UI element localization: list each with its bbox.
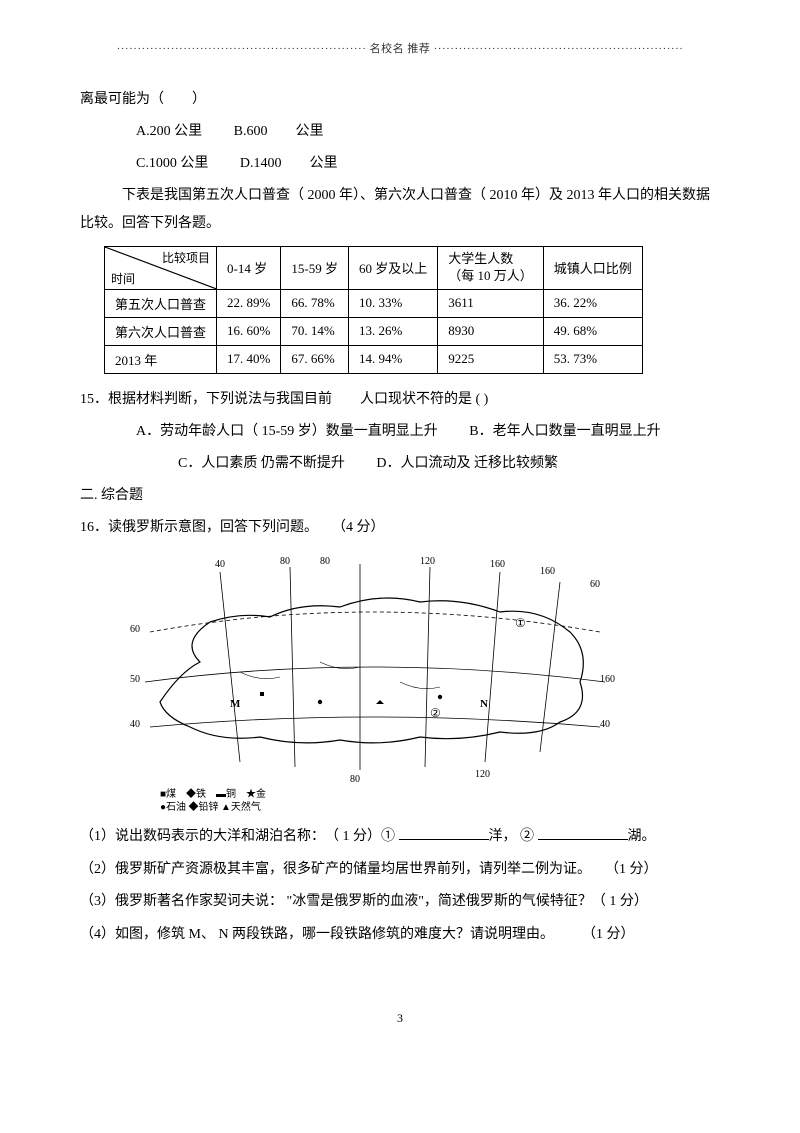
census-table: 比较项目 时间 0-14 岁 15-59 岁 60 岁及以上 大学生人数（每 1… <box>104 246 643 374</box>
table-row: 第六次人口普查 16. 60% 70. 14% 13. 26% 8930 49.… <box>105 317 643 345</box>
row2-label: 2013 年 <box>105 345 217 373</box>
svg-text:②: ② <box>430 706 441 720</box>
header-text: 名校名 推荐 <box>370 43 431 55</box>
svg-text:●石油 ◆铅锌 ▲天然气: ●石油 ◆铅锌 ▲天然气 <box>160 800 261 812</box>
svg-text:80: 80 <box>320 556 330 567</box>
table-row: 第五次人口普查 22. 89% 66. 78% 10. 33% 3611 36.… <box>105 289 643 317</box>
diag-header: 比较项目 时间 <box>105 247 217 290</box>
section2: 二. 综合题 <box>80 482 720 510</box>
q14-optA: A.200 公里 <box>136 124 202 139</box>
q14-optD: D.1400 公里 <box>240 156 338 171</box>
table-row: 2013 年 17. 40% 67. 66% 14. 94% 9225 53. … <box>105 345 643 373</box>
row0-c0: 22. 89% <box>217 289 281 317</box>
q15-stem: 15．根据材料判断，下列说法与我国目前 人口现状不符的是 ( ) <box>80 386 720 414</box>
row0-c3: 3611 <box>438 289 544 317</box>
blank-1[interactable] <box>399 825 489 840</box>
q14-optC: C.1000 公里 <box>136 156 208 171</box>
blank-2[interactable] <box>538 825 628 840</box>
svg-text:50: 50 <box>130 674 140 685</box>
svg-text:■煤 ◆铁 ▬铜 ★金: ■煤 ◆铁 ▬铜 ★金 <box>160 787 266 800</box>
row0-c1: 66. 78% <box>281 289 349 317</box>
row1-c1: 70. 14% <box>281 317 349 345</box>
russia-map: 40 80 80 120 160 160 60 60 50 40 160 40 … <box>120 552 620 812</box>
col-1: 15-59 岁 <box>281 247 349 290</box>
svg-text:40: 40 <box>130 719 140 730</box>
svg-text:160: 160 <box>600 674 615 685</box>
col-4: 城镇人口比例 <box>543 247 642 290</box>
q14-line1: A.200 公里 B.600 公里 <box>80 118 720 146</box>
page-number: 3 <box>80 1011 720 1026</box>
q15-optD: D．人口流动及 迁移比较频繁 <box>376 456 558 471</box>
row1-c3: 8930 <box>438 317 544 345</box>
row0-label: 第五次人口普查 <box>105 289 217 317</box>
row2-c4: 53. 73% <box>543 345 642 373</box>
svg-text:160: 160 <box>540 566 555 577</box>
table-header-row: 比较项目 时间 0-14 岁 15-59 岁 60 岁及以上 大学生人数（每 1… <box>105 247 643 290</box>
q14-optB: B.600 公里 <box>234 124 324 139</box>
q16-1b: 洋， ② <box>489 829 538 844</box>
svg-text:160: 160 <box>490 559 505 570</box>
q14-stem: 离最可能为（ ） <box>80 86 720 114</box>
header-dash: ········································… <box>80 40 720 56</box>
row0-c4: 36. 22% <box>543 289 642 317</box>
diag-bot: 时间 <box>111 270 135 287</box>
svg-text:40: 40 <box>215 559 225 570</box>
svg-text:40: 40 <box>600 719 610 730</box>
col-3: 大学生人数（每 10 万人） <box>438 247 544 290</box>
svg-text:M: M <box>230 698 241 710</box>
col-2: 60 岁及以上 <box>348 247 437 290</box>
row2-c0: 17. 40% <box>217 345 281 373</box>
q15-optA: A．劳动年龄人口（ 15-59 岁）数量一直明显上升 <box>136 424 438 439</box>
svg-text:120: 120 <box>475 769 490 780</box>
row0-c2: 10. 33% <box>348 289 437 317</box>
q14-line2: C.1000 公里 D.1400 公里 <box>80 150 720 178</box>
q15-line2: C．人口素质 仍需不断提升 D．人口流动及 迁移比较频繁 <box>80 450 720 478</box>
q16-1: （1）说出数码表示的大洋和湖泊名称： （ 1 分）① 洋， ② 湖。 <box>80 822 720 853</box>
q16-3: （3）俄罗斯著名作家契诃夫说： "冰雪是俄罗斯的血液"，简述俄罗斯的气候特征？（… <box>80 887 720 918</box>
q15-optB: B．老年人口数量一直明显上升 <box>469 424 660 439</box>
svg-text:120: 120 <box>420 556 435 567</box>
svg-text:60: 60 <box>590 579 600 590</box>
row1-c4: 49. 68% <box>543 317 642 345</box>
row1-c2: 13. 26% <box>348 317 437 345</box>
svg-text:N: N <box>480 698 488 710</box>
row2-c2: 14. 94% <box>348 345 437 373</box>
svg-text:60: 60 <box>130 624 140 635</box>
q16-stem: 16．读俄罗斯示意图，回答下列问题。 （4 分） <box>80 514 720 542</box>
row1-c0: 16. 60% <box>217 317 281 345</box>
q16-4: （4）如图，修筑 M、 N 两段铁路，哪一段铁路修筑的难度大？请说明理由。 （1… <box>80 920 720 951</box>
q15-optC: C．人口素质 仍需不断提升 <box>178 456 345 471</box>
svg-text:80: 80 <box>280 556 290 567</box>
q16-2: （2）俄罗斯矿产资源极其丰富，很多矿产的储量均居世界前列，请列举二例为证。 （1… <box>80 855 720 886</box>
q16-1c: 湖。 <box>628 829 656 844</box>
svg-text:①: ① <box>515 616 526 630</box>
row2-c3: 9225 <box>438 345 544 373</box>
diag-top: 比较项目 <box>162 249 210 266</box>
q15-line1: A．劳动年龄人口（ 15-59 岁）数量一直明显上升 B．老年人口数量一直明显上… <box>80 418 720 446</box>
q16-1a: （1）说出数码表示的大洋和湖泊名称： （ 1 分）① <box>80 829 399 844</box>
svg-text:80: 80 <box>350 774 360 785</box>
row2-c1: 67. 66% <box>281 345 349 373</box>
table-intro: 下表是我国第五次人口普查（ 2000 年）、第六次人口普查（ 2010 年）及 … <box>80 182 720 238</box>
col-0: 0-14 岁 <box>217 247 281 290</box>
row1-label: 第六次人口普查 <box>105 317 217 345</box>
